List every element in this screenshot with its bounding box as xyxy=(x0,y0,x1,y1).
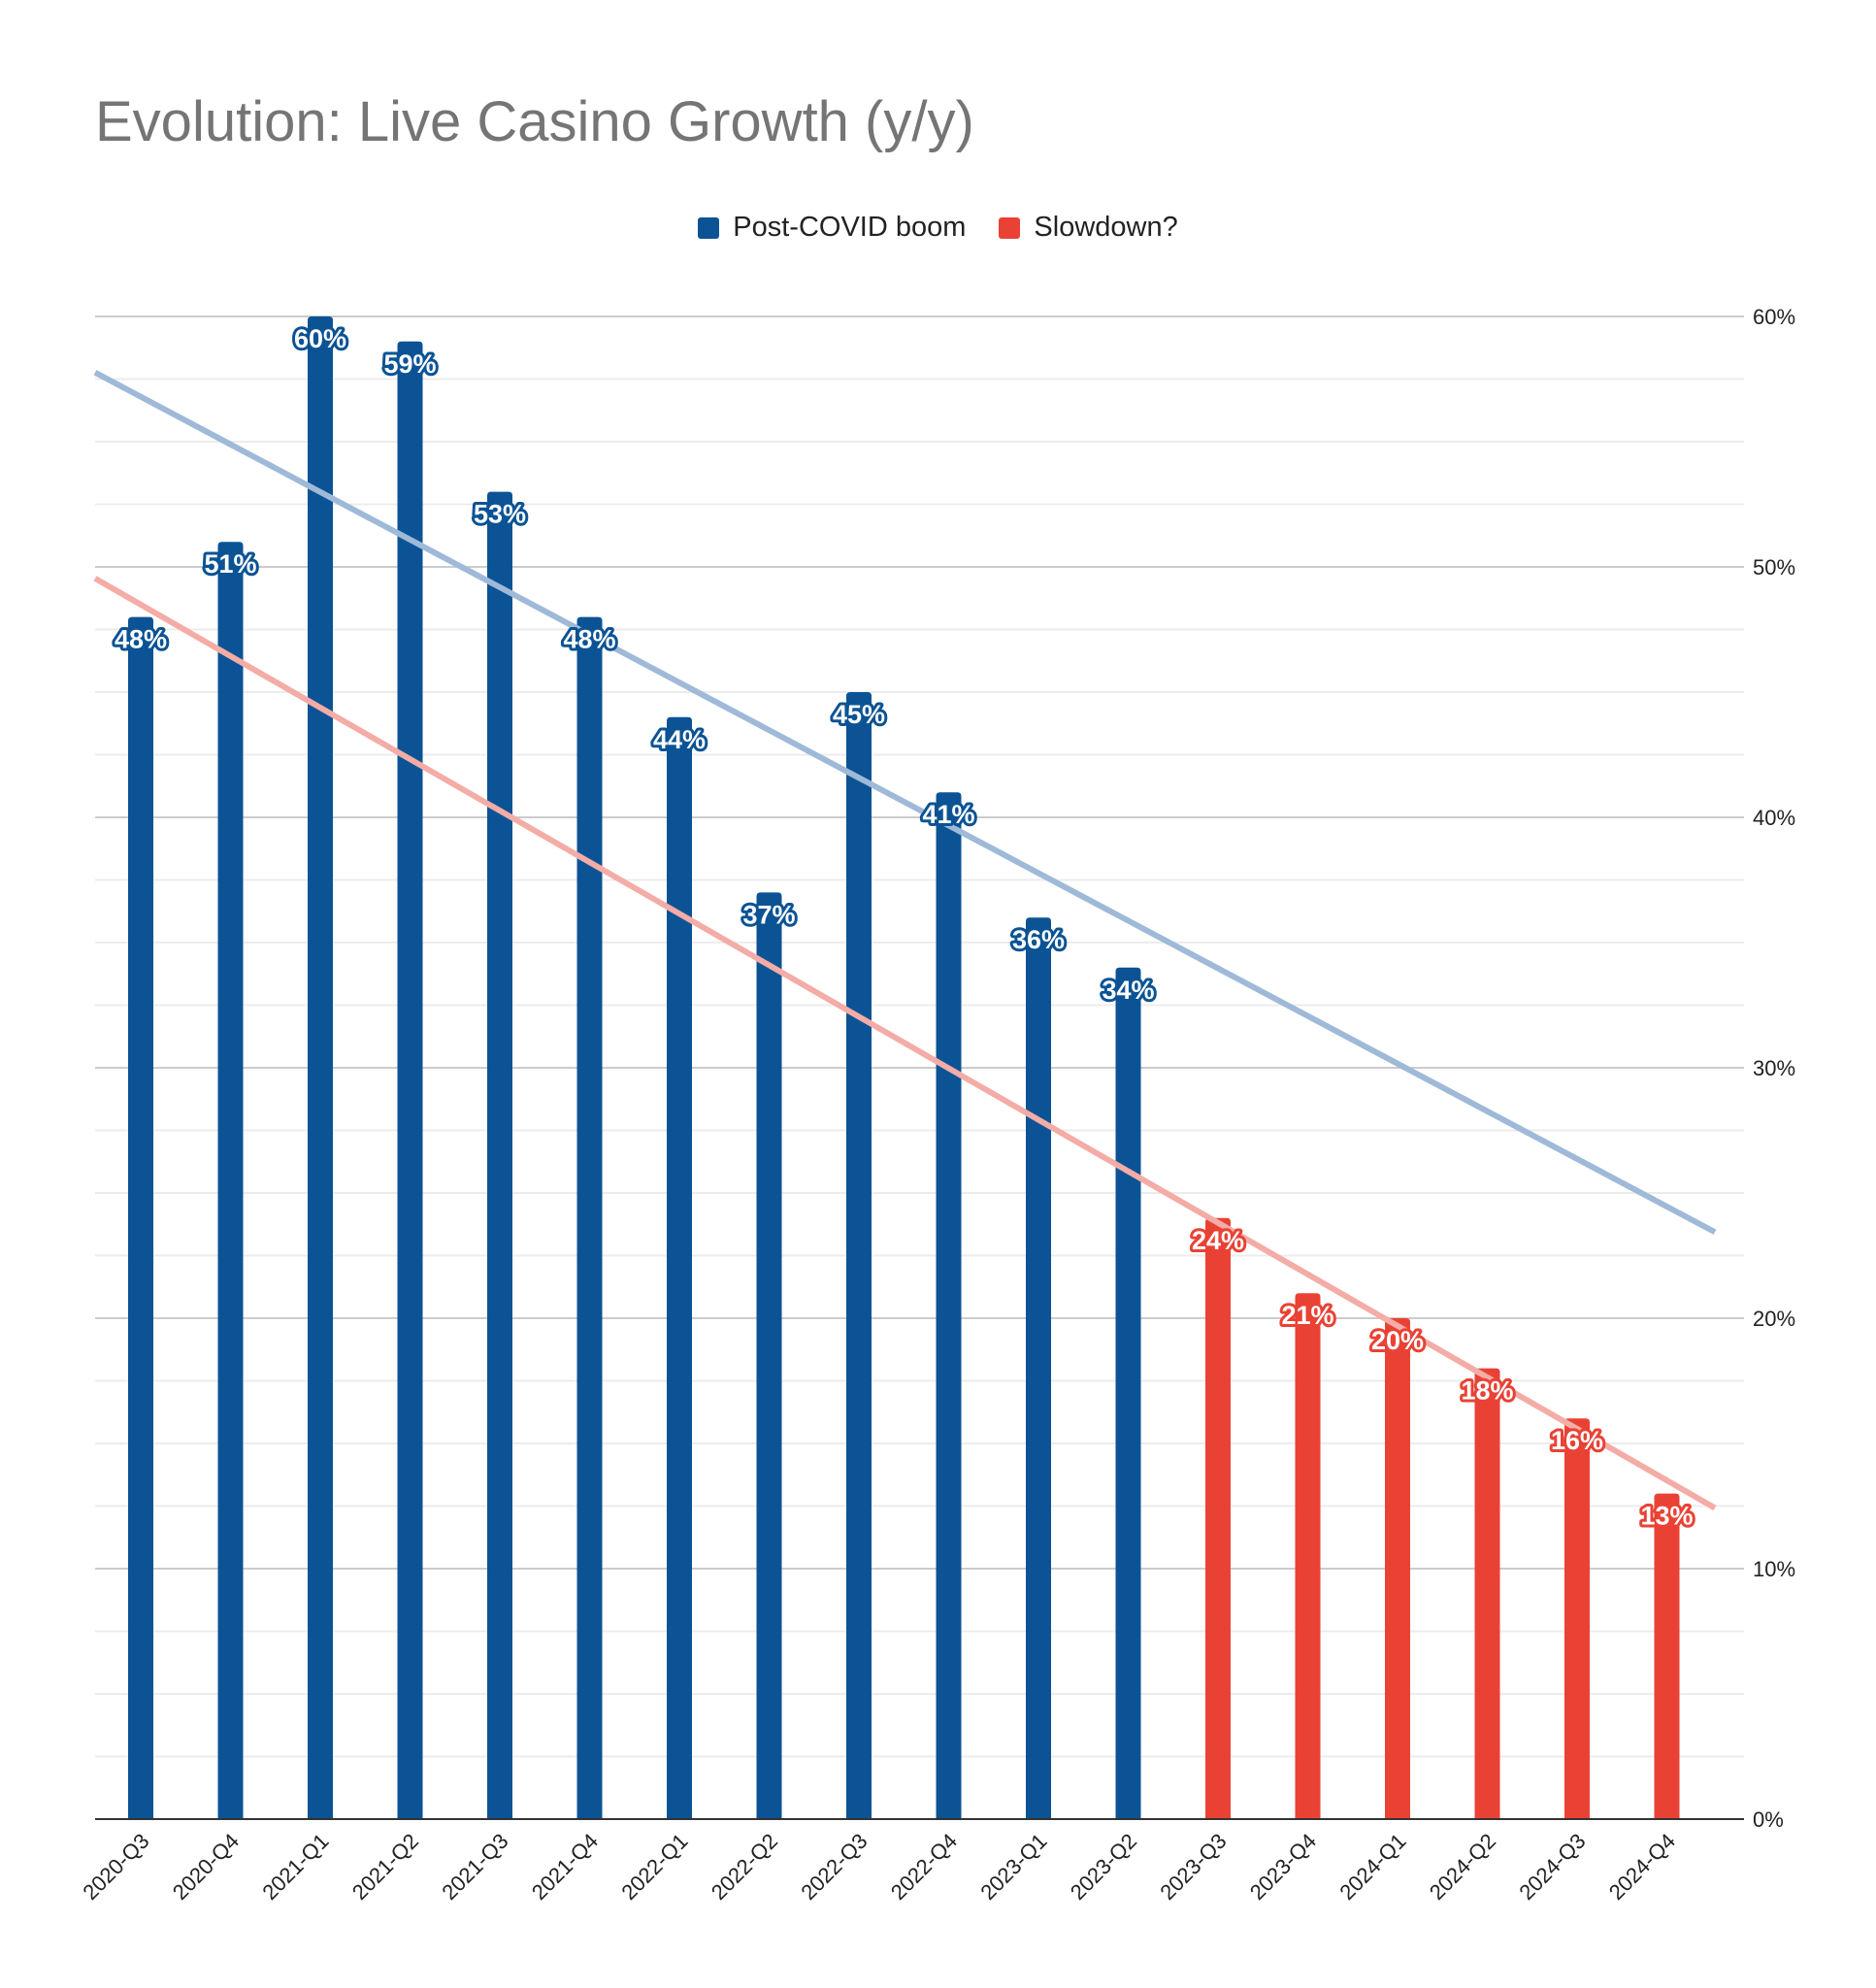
bar[interactable] xyxy=(397,341,423,1819)
bar[interactable] xyxy=(1564,1418,1590,1819)
y-tick-label: 20% xyxy=(1753,1307,1795,1331)
legend: Post-COVID boom Slowdown? xyxy=(0,212,1876,244)
bar[interactable] xyxy=(1115,967,1141,1819)
trendline xyxy=(93,576,1717,1511)
bar[interactable] xyxy=(846,692,872,1819)
y-tick-label: 0% xyxy=(1753,1807,1784,1832)
x-tick-label: 2024-Q4 xyxy=(1604,1829,1680,1905)
data-label: 45% xyxy=(833,700,885,729)
data-label: 24% xyxy=(1192,1226,1244,1255)
bar[interactable] xyxy=(1205,1217,1231,1819)
legend-swatch-post-covid xyxy=(698,216,720,239)
x-tick-label: 2020-Q4 xyxy=(168,1829,244,1905)
data-label: 59% xyxy=(383,349,436,379)
x-tick-label: 2023-Q3 xyxy=(1155,1829,1231,1905)
x-tick-label: 2021-Q3 xyxy=(437,1829,512,1905)
data-label: 48% xyxy=(563,625,615,654)
data-label: 18% xyxy=(1461,1376,1513,1406)
data-label: 48% xyxy=(115,625,167,654)
legend-label-slowdown: Slowdown? xyxy=(1034,212,1178,243)
bar[interactable] xyxy=(1295,1293,1321,1819)
data-label: 36% xyxy=(1012,925,1065,954)
bar[interactable] xyxy=(936,792,962,1820)
x-tick-label: 2024-Q2 xyxy=(1425,1829,1500,1905)
x-tick-label: 2022-Q2 xyxy=(707,1829,782,1905)
chart-title: Evolution: Live Casino Growth (y/y) xyxy=(95,90,974,153)
data-label: 20% xyxy=(1371,1326,1424,1355)
data-label: 13% xyxy=(1640,1502,1693,1531)
bar[interactable] xyxy=(308,316,333,1819)
data-label: 41% xyxy=(922,800,974,829)
bar[interactable] xyxy=(217,542,244,1820)
data-label: 44% xyxy=(653,725,706,754)
legend-item-post-covid[interactable]: Post-COVID boom xyxy=(698,212,966,244)
data-label: 51% xyxy=(204,549,256,579)
x-tick-label: 2022-Q4 xyxy=(886,1829,962,1905)
bar[interactable] xyxy=(1474,1368,1500,1819)
y-tick-label: 60% xyxy=(1753,305,1795,329)
x-tick-label: 2024-Q3 xyxy=(1514,1829,1590,1905)
y-tick-label: 30% xyxy=(1753,1056,1795,1080)
legend-item-slowdown[interactable]: Slowdown? xyxy=(999,212,1178,244)
x-tick-label: 2023-Q2 xyxy=(1066,1829,1141,1905)
bar[interactable] xyxy=(1385,1318,1410,1819)
bar[interactable] xyxy=(487,491,512,1820)
x-tick-label: 2022-Q3 xyxy=(796,1829,872,1905)
y-tick-label: 40% xyxy=(1753,806,1795,830)
data-label: 60% xyxy=(294,324,346,353)
x-tick-label: 2021-Q4 xyxy=(527,1829,603,1905)
x-tick-label: 2021-Q2 xyxy=(347,1829,423,1905)
data-label: 34% xyxy=(1102,976,1154,1005)
bar[interactable] xyxy=(128,616,153,1819)
legend-swatch-slowdown xyxy=(999,216,1021,239)
trendline xyxy=(93,370,1717,1235)
data-label: 21% xyxy=(1281,1301,1333,1330)
bar[interactable] xyxy=(1026,917,1051,1819)
y-tick-label: 50% xyxy=(1753,555,1795,580)
bar[interactable] xyxy=(576,616,603,1819)
legend-label-post-covid: Post-COVID boom xyxy=(733,212,967,243)
x-tick-label: 2020-Q3 xyxy=(78,1829,153,1905)
data-label: 53% xyxy=(474,500,526,529)
bar[interactable] xyxy=(667,716,692,1819)
data-label: 37% xyxy=(742,900,795,929)
x-tick-label: 2021-Q1 xyxy=(257,1829,333,1905)
x-tick-label: 2024-Q1 xyxy=(1334,1829,1410,1905)
x-tick-label: 2023-Q1 xyxy=(975,1829,1051,1905)
bar[interactable] xyxy=(1654,1493,1680,1819)
bar[interactable] xyxy=(756,892,782,1819)
x-tick-label: 2023-Q4 xyxy=(1245,1829,1321,1905)
x-tick-label: 2022-Q1 xyxy=(616,1829,692,1905)
data-label: 16% xyxy=(1551,1426,1603,1455)
y-tick-label: 10% xyxy=(1753,1557,1795,1581)
